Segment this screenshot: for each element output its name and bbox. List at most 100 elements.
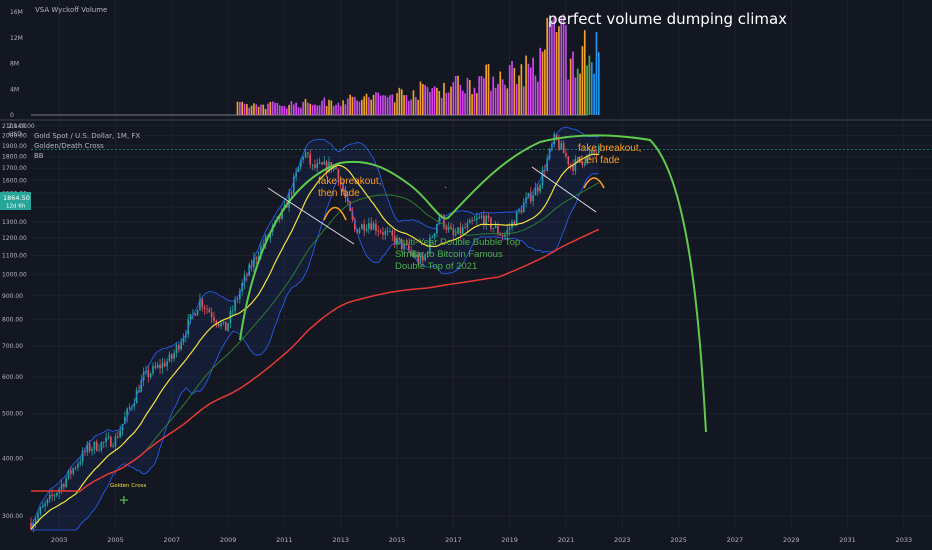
candle-body — [396, 237, 398, 244]
candle-body — [246, 275, 248, 277]
candle-body — [471, 219, 473, 221]
candle-body — [140, 380, 143, 393]
indicator-golden-death-cross[interactable]: Golden/Death Cross — [34, 142, 104, 150]
candle-body — [227, 323, 229, 331]
candle-body — [112, 446, 114, 447]
volume-bar — [553, 16, 556, 116]
candle-body — [203, 307, 206, 309]
volume-bar — [450, 86, 452, 115]
volume-bar — [377, 92, 380, 115]
indicator-bollinger-bands[interactable]: BB — [34, 152, 44, 160]
candle-body — [60, 484, 63, 489]
volume-bar — [382, 95, 384, 115]
candle-body — [473, 219, 476, 221]
volume-bar — [426, 87, 429, 115]
volume-bar — [433, 86, 436, 115]
candle-body — [593, 150, 595, 153]
candle-body — [529, 193, 532, 202]
volume-bar — [579, 73, 581, 115]
volume-bar — [246, 104, 248, 115]
volume-indicator-title[interactable]: VSA Wyckoff Volume — [35, 6, 107, 14]
volume-bar — [590, 62, 593, 115]
volume-bar — [311, 104, 314, 115]
volume-bar — [508, 65, 511, 115]
x-tick-label: 2011 — [276, 536, 293, 544]
candle-body — [485, 215, 488, 226]
candle-body — [119, 430, 121, 438]
candle-body — [124, 416, 126, 424]
volume-bar — [480, 76, 483, 115]
candle-body — [93, 441, 96, 450]
candle-body — [250, 264, 253, 268]
volume-bar — [389, 95, 391, 115]
x-tick-label: 2019 — [501, 536, 518, 544]
volume-bar — [593, 73, 595, 115]
candle-body — [105, 437, 107, 443]
candle-body — [560, 143, 563, 150]
volume-bar — [534, 75, 537, 115]
candle-body — [344, 191, 347, 199]
candle-body — [567, 156, 570, 165]
candle-body — [121, 423, 124, 431]
candle-body — [379, 231, 382, 233]
volume-tick-label: 4M — [10, 86, 19, 93]
volume-bar — [253, 103, 255, 115]
volume-bar — [257, 106, 260, 115]
volume-bar — [281, 106, 283, 115]
candle-body — [168, 354, 171, 362]
volume-bar — [307, 102, 309, 115]
x-tick-label: 2015 — [389, 536, 406, 544]
candle-body — [231, 310, 234, 312]
volume-bar — [499, 71, 502, 115]
x-tick-label: 2007 — [164, 536, 181, 544]
candle-body — [337, 169, 340, 183]
candle-body — [116, 436, 119, 438]
candle-body — [583, 163, 586, 166]
candle-body — [532, 195, 534, 202]
x-tick-label: 2033 — [896, 536, 913, 544]
candle-body — [175, 345, 178, 353]
volume-bar — [515, 84, 518, 115]
candle-body — [309, 153, 312, 165]
candle-body — [41, 505, 44, 508]
volume-tick-label: 12M — [10, 35, 23, 42]
candle-body — [506, 229, 509, 235]
volume-bar — [297, 107, 300, 115]
volume-bar — [403, 95, 405, 115]
arc-annotation-1 — [323, 206, 347, 221]
candle-body — [581, 161, 584, 166]
candle-body — [384, 231, 387, 235]
candle-body — [438, 217, 441, 224]
symbol-title[interactable]: Gold Spot / U.S. Dollar, 1M, FX — [34, 132, 140, 140]
volume-bar — [424, 85, 427, 115]
x-tick-label: 2029 — [783, 536, 800, 544]
volume-bar — [504, 84, 506, 115]
candle-body — [314, 164, 316, 168]
volume-bar — [260, 104, 262, 115]
volume-bar — [351, 96, 354, 115]
volume-panel — [31, 14, 600, 116]
candle-body — [588, 153, 591, 156]
candle-body — [520, 209, 523, 213]
y-tick-label: 700.00 — [2, 343, 23, 350]
candle-body — [595, 152, 598, 154]
volume-bar — [271, 101, 274, 115]
volume-bar — [236, 101, 239, 115]
volume-bar — [466, 77, 469, 115]
candle-body — [257, 256, 260, 260]
candle-body — [264, 235, 267, 245]
volume-bar — [436, 87, 438, 115]
candle-body — [65, 478, 68, 487]
volume-bar — [400, 89, 403, 115]
volume-bar — [412, 90, 415, 115]
volume-bar — [447, 92, 450, 115]
candle-body — [339, 182, 342, 185]
volume-bar — [440, 97, 443, 115]
volume-bar — [325, 105, 328, 115]
volume-bar — [464, 93, 466, 115]
volume-bar — [583, 30, 586, 115]
volume-bar — [457, 75, 459, 115]
volume-bar — [250, 105, 253, 115]
volume-bar — [461, 90, 464, 115]
